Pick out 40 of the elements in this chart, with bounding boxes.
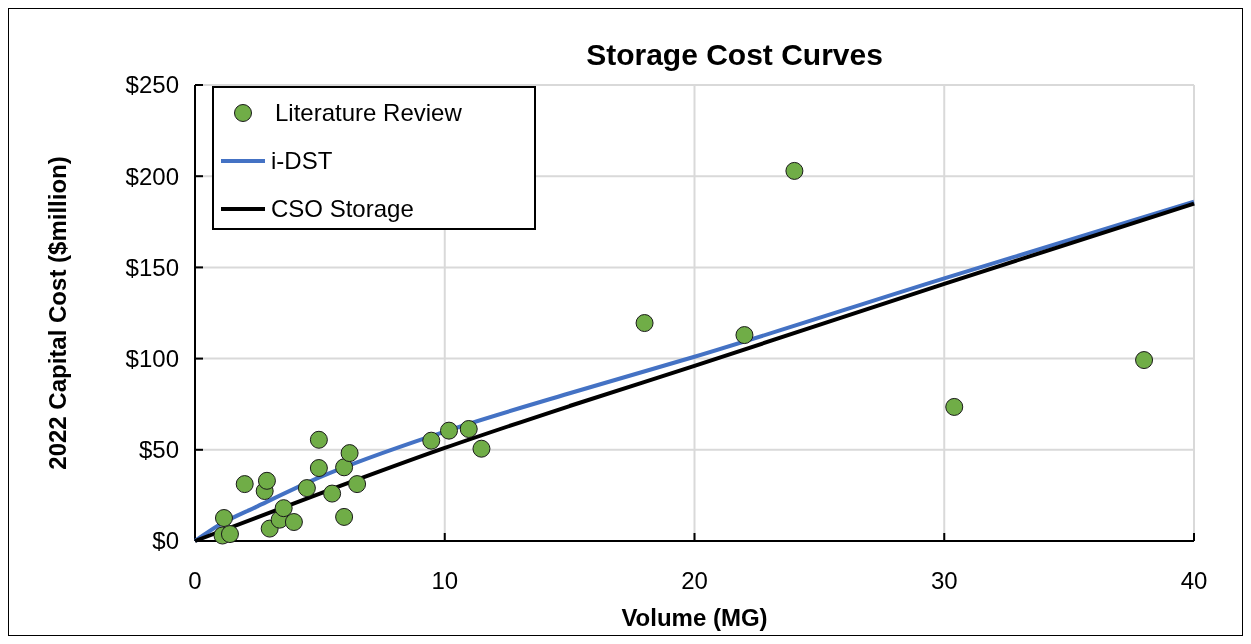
y-tick-label: $50 <box>138 436 179 464</box>
point <box>335 458 354 477</box>
point <box>459 420 478 438</box>
point <box>297 479 316 498</box>
point <box>214 509 233 527</box>
point <box>235 475 254 494</box>
x-tick-label: 40 <box>1180 567 1208 594</box>
point <box>220 525 239 544</box>
x-tick-label: 30 <box>930 567 958 594</box>
point <box>635 314 654 333</box>
point <box>735 326 754 345</box>
y-tick-label: $100 <box>125 345 179 372</box>
point <box>945 397 964 416</box>
point <box>323 484 342 503</box>
point <box>440 421 458 440</box>
legend-label: Literature Review <box>275 99 463 127</box>
point <box>422 431 441 450</box>
x-tick-label: 0 <box>188 567 202 594</box>
point <box>309 430 328 449</box>
chart-title: Storage Cost Curves <box>586 38 883 71</box>
point <box>335 507 354 526</box>
legend-label: CSO Storage <box>271 195 414 223</box>
point <box>472 439 491 458</box>
x-tick-label: 20 <box>681 567 708 594</box>
point <box>309 459 328 478</box>
point <box>340 444 359 463</box>
y-tick-label: $0 <box>152 527 179 555</box>
x-tick-label: 10 <box>431 567 459 594</box>
y-tick-label: $150 <box>125 253 179 281</box>
point <box>284 513 303 532</box>
y-tick-label: $250 <box>125 71 179 99</box>
y-axis-title: 2022 Capital Cost ($million) <box>44 156 71 470</box>
point <box>348 475 367 494</box>
point <box>1135 351 1154 370</box>
legend-label: i-DST <box>271 147 333 175</box>
y-tick-label: $200 <box>125 162 179 190</box>
point <box>274 499 293 518</box>
x-axis-title: Volume (MG) <box>621 604 768 631</box>
point <box>785 161 804 180</box>
point <box>257 471 276 490</box>
